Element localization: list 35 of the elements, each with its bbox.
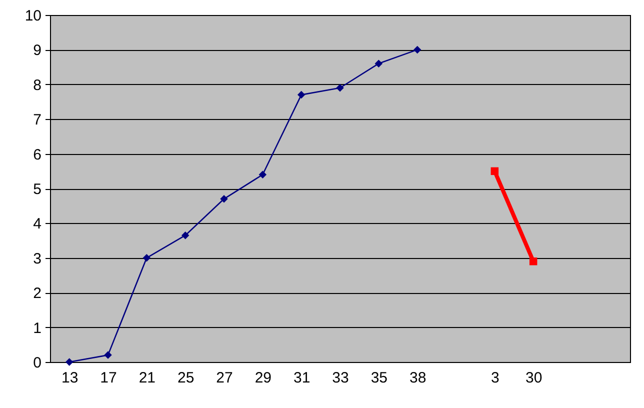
y-tick-label: 7 (33, 112, 42, 129)
point (142, 254, 151, 262)
y-tick-label: 10 (24, 8, 42, 24)
x-tick-label: 30 (525, 370, 542, 386)
y-tick-label: 9 (33, 42, 42, 60)
point (297, 90, 306, 99)
point (104, 351, 112, 359)
y-tick-label: 1 (33, 320, 42, 337)
point (181, 231, 190, 240)
point (413, 46, 422, 54)
point (220, 195, 228, 203)
x-tick-label: 27 (216, 370, 233, 386)
point (65, 358, 74, 366)
y-tick-label: 6 (33, 146, 42, 164)
x-tick-label: 17 (100, 370, 117, 386)
point (258, 170, 267, 178)
y-tick-label: 0 (33, 354, 42, 372)
y-tick-label: 8 (33, 76, 42, 94)
point (374, 60, 383, 68)
y-tick-label: 5 (33, 181, 42, 198)
x-tick-label: 21 (138, 370, 156, 386)
x-tick-label: 25 (177, 370, 194, 386)
x-tick-label: 33 (332, 370, 349, 386)
y-tick-label: 2 (33, 285, 42, 302)
point (529, 257, 538, 266)
x-tick-label: 13 (61, 370, 78, 386)
point (336, 84, 344, 92)
x-tick-label: 29 (254, 370, 272, 386)
x-tick-label: 38 (409, 370, 426, 386)
x-tick-label: 3 (490, 370, 500, 386)
point (490, 167, 499, 176)
x-tick-label: 35 (370, 370, 388, 386)
y-tick-label: 3 (33, 250, 42, 268)
y-tick-label: 4 (33, 216, 42, 233)
x-tick-label: 31 (293, 370, 310, 386)
